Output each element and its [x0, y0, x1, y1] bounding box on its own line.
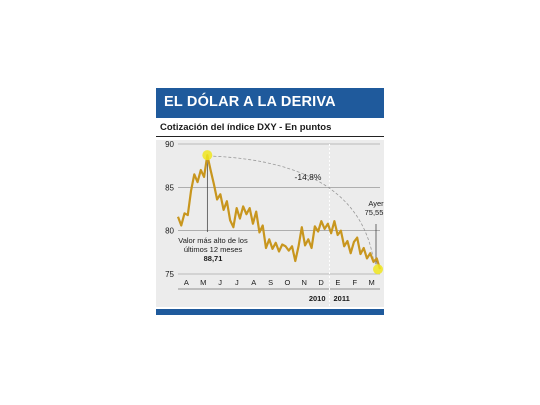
y-tick-label: 90 [165, 140, 174, 149]
x-tick-label: J [235, 278, 239, 287]
chart-title: EL DÓLAR A LA DERIVA [164, 94, 336, 110]
year-label: 2011 [334, 294, 350, 303]
x-tick-label: D [318, 278, 324, 287]
x-tick-label: A [251, 278, 256, 287]
chart-plot: 75 80 85 90 A M J J A S O N D E F M 2010 2011 -14,8% Val… [156, 140, 384, 307]
x-tick-label: M [368, 278, 374, 287]
x-tick-label: F [352, 278, 357, 287]
last-label: Ayer [368, 199, 384, 208]
chart-subtitle: Cotización del índice DXY - En puntos [160, 122, 332, 133]
x-tick-label: M [200, 278, 206, 287]
max-point-marker [202, 150, 213, 161]
series-layer [176, 154, 382, 270]
max-label-line2: últimos 12 meses [184, 245, 243, 254]
x-tick-label: A [184, 278, 189, 287]
max-label-line1: Valor más alto de los [178, 236, 248, 245]
x-tick-label: S [268, 278, 273, 287]
x-tick-label: N [302, 278, 307, 287]
y-axis: 75 80 85 90 [165, 140, 174, 279]
marker-layer [202, 150, 383, 275]
plot-panel [156, 140, 384, 307]
max-value-label: 88,71 [204, 254, 223, 263]
change-label: -14,8% [295, 172, 322, 182]
annotation-layer: -14,8% Valor más alto de los últimos 12 … [178, 155, 384, 265]
y-tick-label: 85 [165, 183, 174, 192]
x-tick-label: J [218, 278, 222, 287]
bottom-bar [156, 309, 384, 315]
subtitle-rule [156, 136, 384, 137]
last-point-marker [373, 264, 383, 275]
trend-arc [213, 155, 375, 264]
x-tick-label: E [335, 278, 340, 287]
y-tick-label: 80 [165, 227, 174, 236]
x-axis: A M J J A S O N D E F M 2010 2011 [178, 144, 380, 306]
year-label: 2010 [309, 294, 326, 303]
series-line [176, 154, 382, 270]
last-value-label: 75,55 [365, 208, 384, 217]
title-bar: EL DÓLAR A LA DERIVA [156, 88, 384, 118]
x-tick-label: O [284, 278, 290, 287]
grid-layer [178, 143, 380, 275]
chart-figure: EL DÓLAR A LA DERIVA Cotización del índi… [156, 88, 384, 316]
y-tick-label: 75 [165, 270, 174, 279]
